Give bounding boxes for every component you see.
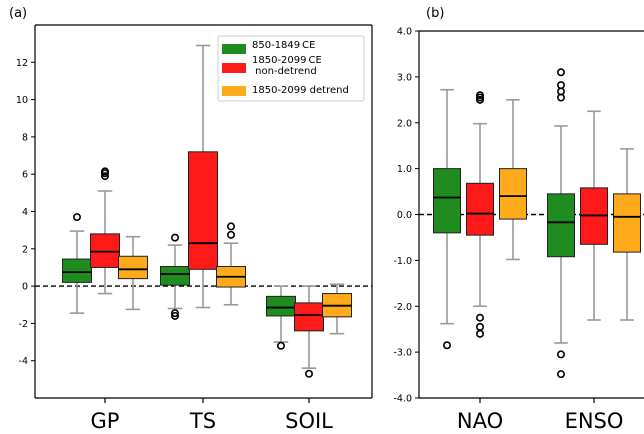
box-gp-series-1 — [62, 213, 92, 314]
outlier-point — [475, 329, 484, 338]
box-enso-series-3 — [613, 148, 641, 321]
box-iqr — [433, 168, 461, 234]
box-gp-series-2 — [90, 167, 120, 295]
panel-label: (b) — [426, 6, 444, 21]
box-enso-series-1 — [547, 68, 575, 379]
box-soil-series-3 — [322, 283, 352, 335]
box-enso-series-2 — [580, 110, 608, 321]
y-tick-label: 12 — [16, 58, 28, 69]
y-tick-label: 4 — [22, 207, 28, 218]
legend-label: 1850-2099 CE non-detrend — [252, 55, 322, 77]
outlier-point — [556, 68, 565, 77]
box-soil-series-1 — [266, 285, 296, 350]
x-tick-label-ts: TS — [189, 409, 216, 433]
y-tick-label: -1.0 — [393, 256, 412, 267]
legend-label-line: non-detrend — [252, 66, 317, 77]
box-iqr — [466, 182, 494, 236]
x-tick-label-enso: ENSO — [565, 409, 624, 433]
legend-label-line: 850-1849 CE — [252, 40, 315, 51]
y-tick-label: -4 — [19, 356, 28, 367]
box-nao-series-3 — [499, 99, 527, 261]
x-tick-label-gp: GP — [91, 409, 120, 433]
y-tick-label: 10 — [16, 95, 28, 106]
outlier-point — [556, 370, 565, 379]
outlier-point — [171, 233, 180, 242]
outlier-point — [101, 167, 110, 176]
legend-label-line: 1850-2099 CE — [252, 55, 322, 66]
box-ts-series-2 — [188, 44, 218, 309]
y-tick-label: 2 — [22, 244, 28, 255]
outlier-point — [475, 322, 484, 331]
x-tick-label-soil: SOIL — [285, 409, 333, 433]
outlier-point — [475, 91, 484, 100]
y-tick-label: 4.0 — [397, 27, 412, 38]
outlier-point — [442, 341, 451, 350]
outlier-point — [475, 313, 484, 322]
legend-box — [217, 35, 365, 102]
box-iqr — [613, 193, 641, 253]
y-tick-label: 0 — [22, 282, 28, 293]
panel-a: (a) -4 -2 0 2 4 6 8 10 12 GP TS SOIL — [9, 6, 373, 433]
y-tick-label: 0.0 — [397, 210, 412, 221]
box-iqr — [266, 295, 296, 317]
box-nao-series-2 — [466, 91, 494, 338]
box-ts-series-1 — [160, 233, 190, 320]
y-tick-label: 8 — [22, 132, 28, 143]
box-iqr — [90, 233, 120, 268]
box-iqr — [499, 168, 527, 220]
box-nao-series-1 — [433, 88, 461, 350]
box-iqr — [294, 302, 324, 332]
box-gp-series-3 — [118, 235, 148, 311]
y-tick-label: 3.0 — [397, 72, 412, 83]
y-tick-label: -3.0 — [393, 348, 412, 359]
legend-swatch — [222, 44, 246, 54]
outlier-point — [73, 213, 82, 222]
box-iqr — [62, 258, 92, 283]
box-soil-series-2 — [294, 285, 324, 378]
y-tick-label: -2 — [19, 319, 28, 330]
box-iqr — [188, 151, 218, 270]
y-tick-label: -2.0 — [393, 302, 412, 313]
box-ts-series-3 — [216, 222, 246, 306]
legend-label: 1850-2099 detrend — [252, 85, 349, 96]
legend-label-line: 1850-2099 detrend — [252, 85, 349, 96]
outlier-point — [304, 369, 313, 378]
outlier-point — [171, 311, 180, 320]
outlier-point — [171, 309, 180, 318]
y-tick-label: 6 — [22, 170, 28, 181]
y-tick-label: -4.0 — [393, 394, 412, 405]
box-iqr — [118, 255, 148, 280]
box-iqr — [160, 266, 190, 286]
legend-swatch — [222, 86, 246, 96]
outlier-point — [101, 172, 110, 181]
box-iqr — [547, 193, 575, 258]
legend-label: 850-1849 CE — [252, 40, 315, 51]
outlier-point — [276, 341, 285, 350]
outlier-point — [556, 350, 565, 359]
outlier-point — [227, 222, 236, 231]
outlier-point — [556, 81, 565, 90]
y-tick-label: 2.0 — [397, 118, 412, 129]
outlier-point — [227, 230, 236, 239]
panel-b: (b) -4.0 -3.0 -2.0 -1.0 0.0 1.0 2.0 3.0 4.0 NAO ENS… — [393, 6, 644, 433]
legend-swatch — [222, 63, 246, 73]
y-tick-label: 1.0 — [397, 164, 412, 175]
x-tick-label-nao: NAO — [457, 409, 503, 433]
panel-label: (a) — [9, 6, 27, 21]
